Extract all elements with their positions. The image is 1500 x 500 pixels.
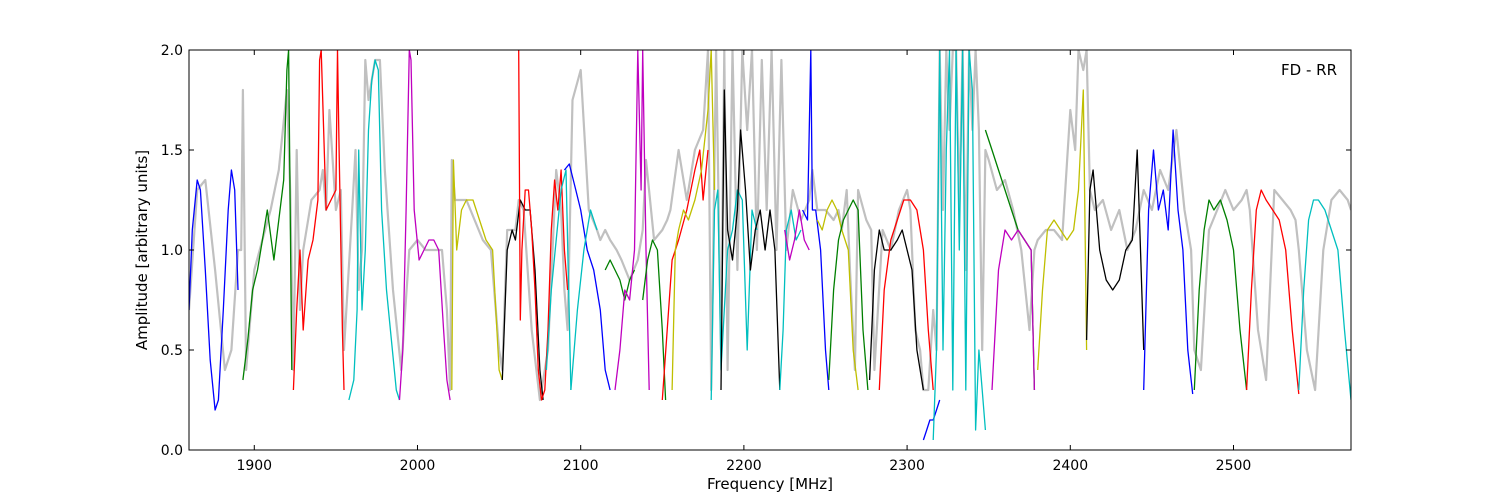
series-line-11 — [570, 209, 598, 391]
y-tick-label: 1.0 — [161, 243, 183, 259]
series-line-17 — [710, 189, 758, 401]
series-line-16 — [671, 50, 716, 391]
x-axis: 1900 2000 2100 2200 2300 2400 2500 — [236, 50, 1251, 474]
full-band-trace — [189, 50, 1351, 402]
x-tick-label: 2500 — [1216, 458, 1252, 474]
x-tick-label: 2000 — [400, 458, 436, 474]
series-line-10 — [563, 163, 611, 391]
y-axis-label: Amplitude [arbitrary units] — [133, 150, 151, 350]
series-line-23 — [828, 199, 869, 391]
series-line-8 — [518, 50, 569, 401]
y-axis: 0.0 0.5 1.0 1.5 2.0 — [161, 43, 1351, 459]
y-tick-label: 1.5 — [161, 143, 183, 159]
y-tick-label: 2.0 — [161, 43, 183, 59]
series-line-5 — [398, 50, 451, 401]
series-line-25 — [878, 199, 934, 391]
series-line-3 — [292, 50, 345, 391]
series-line-12 — [604, 259, 636, 301]
series-line-1 — [189, 169, 239, 411]
series-line-22 — [816, 199, 859, 391]
panel-annotation: FD - RR — [1281, 61, 1337, 79]
series-line-15 — [661, 149, 709, 401]
series-line-21 — [802, 50, 830, 391]
series-line-20 — [784, 209, 810, 261]
series-line-31 — [1085, 149, 1145, 351]
series-line-13 — [614, 50, 650, 391]
x-tick-label: 2300 — [889, 458, 925, 474]
series-line-29 — [991, 229, 1036, 391]
x-tick-label: 2400 — [1052, 458, 1088, 474]
background-trace-layer — [189, 50, 1351, 402]
series-line-7 — [501, 199, 544, 401]
series-line-9 — [545, 169, 572, 391]
series-line-19 — [779, 209, 802, 391]
series-line-35 — [1298, 199, 1351, 401]
series-line-18 — [720, 89, 781, 391]
x-tick-label: 2100 — [563, 458, 599, 474]
y-tick-label: 0.5 — [161, 343, 183, 359]
series-line-27 — [932, 50, 987, 441]
y-tick-label: 0.0 — [161, 443, 183, 459]
series-line-14 — [642, 239, 667, 401]
series-line-32 — [1143, 129, 1194, 395]
series-line-34 — [1245, 189, 1300, 395]
series-line-6 — [451, 159, 503, 391]
x-axis-label: Frequency [MHz] — [707, 475, 833, 493]
x-tick-label: 2200 — [726, 458, 762, 474]
series-line-26 — [922, 399, 941, 441]
series-layer — [189, 50, 1351, 441]
x-tick-label: 1900 — [236, 458, 272, 474]
series-line-2 — [242, 50, 293, 381]
series-line-30 — [1037, 89, 1088, 371]
series-line-4 — [348, 59, 401, 401]
series-line-24 — [868, 229, 925, 391]
series-line-33 — [1193, 199, 1248, 391]
